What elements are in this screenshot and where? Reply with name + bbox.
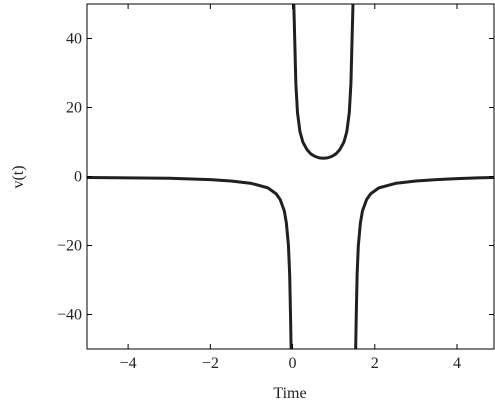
x-axis-ticks: −4 −2 0 2 4 (120, 4, 461, 372)
x-tick-label: 0 (289, 355, 297, 372)
series-line-segment-2 (292, 4, 355, 160)
y-axis-label: v(t) (10, 165, 27, 188)
plot-frame (86, 3, 495, 350)
x-tick-label: 4 (453, 355, 461, 372)
plot-area (87, 4, 494, 349)
y-tick-label: 40 (66, 31, 82, 48)
x-tick-label: −4 (120, 355, 137, 372)
y-axis-ticks: −40 −20 0 20 40 (57, 31, 494, 324)
y-tick-label: −40 (57, 307, 82, 324)
x-tick-label: 2 (371, 355, 379, 372)
x-axis-label: Time (273, 385, 306, 402)
series-line-segment-1 (87, 176, 293, 349)
series-line-segment-3 (354, 176, 494, 349)
y-tick-label: −20 (57, 238, 82, 255)
x-tick-label: −2 (202, 355, 219, 372)
y-tick-label: 20 (66, 100, 82, 117)
y-tick-label: 0 (74, 169, 82, 186)
